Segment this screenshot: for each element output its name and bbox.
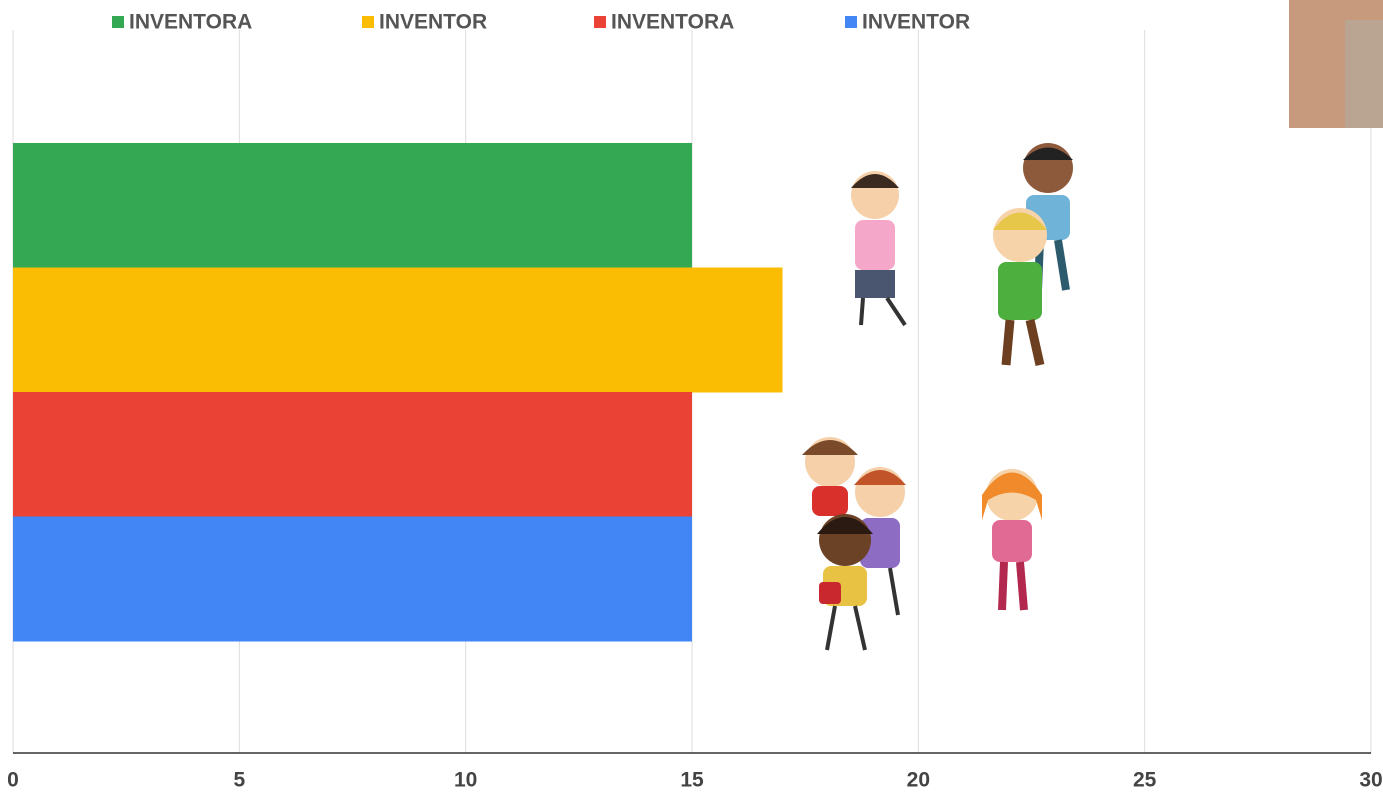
kids-illustration (802, 143, 1073, 651)
x-tick-label: 10 (454, 769, 477, 792)
x-tick-label: 30 (1359, 769, 1382, 792)
bar (13, 267, 783, 393)
bars (13, 143, 1371, 754)
bar (13, 516, 692, 642)
legend-label: INVENTORA (611, 11, 734, 34)
bar (13, 143, 692, 268)
webcam-object (1345, 20, 1383, 128)
legend-swatch (112, 16, 124, 28)
bar (13, 392, 692, 517)
legend-label: INVENTORA (129, 11, 252, 34)
legend-swatch (845, 16, 857, 28)
x-tick-label: 15 (680, 769, 704, 792)
legend: INVENTORA INVENTOR INVENTORA INVENTOR (112, 11, 970, 34)
x-tick-label: 25 (1133, 769, 1157, 792)
legend-swatch (362, 16, 374, 28)
legend-label: INVENTOR (862, 11, 970, 34)
legend-swatch (594, 16, 606, 28)
legend-label: INVENTOR (379, 11, 487, 34)
x-tick-label: 0 (7, 769, 19, 792)
x-tick-label: 5 (233, 769, 245, 792)
x-tick-label: 20 (907, 769, 930, 792)
